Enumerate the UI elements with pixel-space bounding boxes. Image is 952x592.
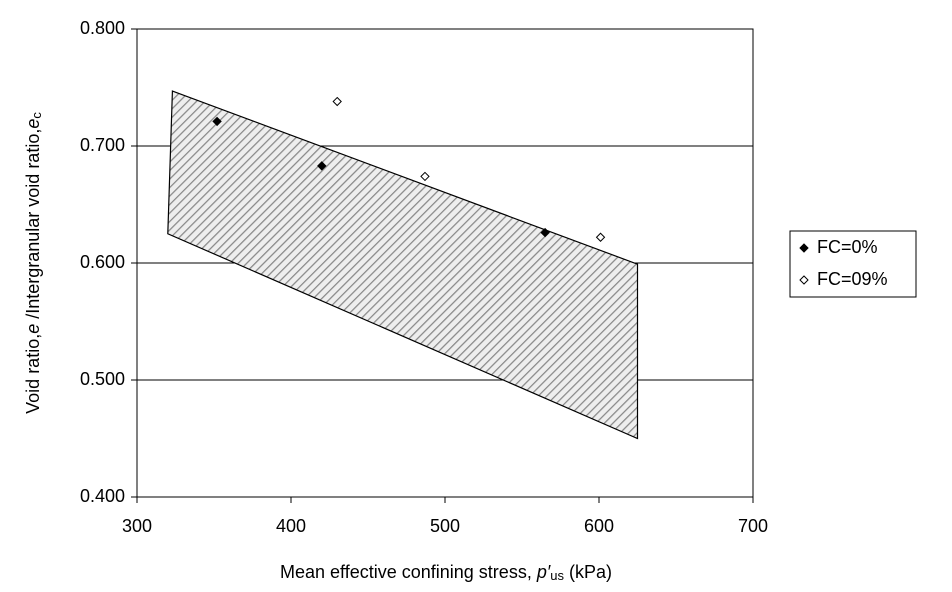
data-point: [420, 171, 430, 182]
plot-frame: [136, 28, 754, 498]
data-point: [317, 161, 327, 171]
y-tick-label: 0.400: [80, 486, 125, 506]
x-axis-label: Mean effective confining stress, p′us (k…: [280, 562, 612, 584]
legend-marker: [799, 275, 809, 285]
x-tick-label: 500: [430, 516, 460, 536]
legend-marker: [799, 243, 809, 253]
y-tick-label: 0.800: [80, 18, 125, 38]
y-tick-label: 0.600: [80, 252, 125, 272]
data-point: [332, 96, 342, 107]
y-tick-label: 0.500: [80, 369, 125, 389]
data-point: [540, 227, 550, 238]
legend-box: [789, 230, 917, 298]
shaded-region: [167, 90, 639, 440]
data-point: [212, 116, 222, 127]
x-tick-label: 400: [276, 516, 306, 536]
legend-label: FC=0%: [817, 237, 878, 257]
legend-label: FC=09%: [817, 269, 888, 289]
y-tick-label: 0.700: [80, 135, 125, 155]
x-tick-label: 300: [122, 516, 152, 536]
y-axis-label: Void ratio,e /Intergranular void ratio,e…: [23, 112, 45, 414]
x-tick-label: 700: [738, 516, 768, 536]
x-tick-label: 600: [584, 516, 614, 536]
data-point: [595, 232, 606, 242]
